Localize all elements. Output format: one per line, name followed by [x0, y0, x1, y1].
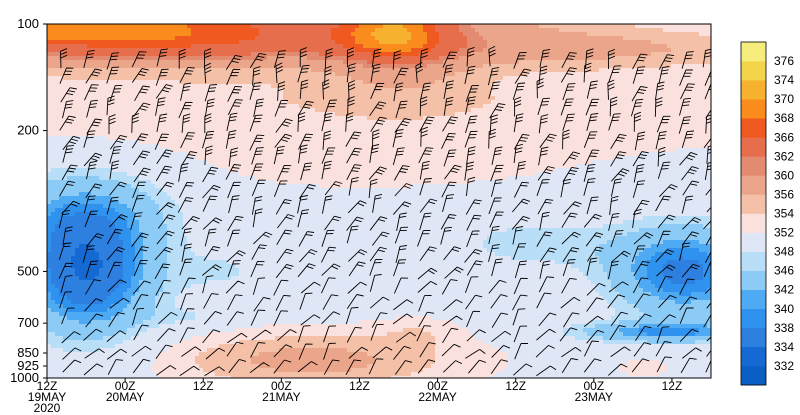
colorbar-swatch: [741, 232, 766, 252]
colorbar-label: 370: [774, 92, 794, 106]
wind-barbs: [58, 45, 711, 377]
x-tick-label: 00Z: [115, 379, 136, 393]
colorbar-label: 376: [774, 54, 794, 68]
colorbar-label: 340: [774, 302, 794, 316]
colorbar-swatch: [741, 194, 766, 214]
colorbar-swatch: [741, 213, 766, 233]
y-tick-label: 925: [17, 358, 39, 373]
x-tick-label: 12Z: [349, 379, 370, 393]
colorbar-swatch: [741, 346, 766, 367]
colorbar-swatch: [741, 365, 766, 386]
colorbar-label: 348: [774, 245, 794, 259]
colorbar-swatch: [741, 308, 766, 329]
colorbar-swatch: [741, 289, 766, 310]
colorbar-swatch: [741, 61, 766, 81]
y-tick-label: 100: [17, 16, 39, 31]
x-tick-label: 2020: [34, 401, 61, 415]
colorbar-swatch: [741, 327, 766, 348]
colorbar-swatch: [741, 251, 766, 271]
colorbar-swatch: [741, 99, 766, 119]
colorbar-label: 374: [774, 73, 794, 87]
colorbar: 332 334 338 340 342 346 348 352 354 356 360 362 366 3…: [740, 41, 794, 386]
colorbar-swatch: [741, 80, 766, 100]
y-tick-label: 200: [17, 123, 39, 138]
colorbar-label: 346: [774, 264, 794, 278]
x-tick-label: 12Z: [193, 379, 214, 393]
x-tick-label: 23MAY: [575, 390, 613, 404]
colorbar-label: 362: [774, 149, 794, 163]
plot-frame: [46, 23, 712, 379]
colorbar-swatch: [741, 137, 766, 157]
colorbar-swatch: [741, 270, 766, 291]
x-tick-label: 12Z: [505, 379, 526, 393]
x-tick-label: 22MAY: [418, 390, 456, 404]
x-tick-label: 19MAY: [28, 390, 66, 404]
colorbar-label: 342: [774, 283, 794, 297]
colorbar-label: 332: [774, 359, 794, 373]
colorbar-label: 360: [774, 168, 794, 182]
theta-e-field: [47, 24, 711, 378]
x-tick-label: 20MAY: [106, 390, 144, 404]
y-tick-label: 850: [17, 345, 39, 360]
colorbar-swatch: [741, 42, 766, 62]
colorbar-swatch: [741, 118, 766, 138]
colorbar-label: 366: [774, 130, 794, 144]
colorbar-label: 356: [774, 187, 794, 201]
y-tick-label: 500: [17, 263, 39, 278]
colorbar-swatch: [741, 156, 766, 176]
y-tick-label: 700: [17, 315, 39, 330]
colorbar-label: 368: [774, 111, 794, 125]
y-tick-label: 1000: [10, 370, 39, 385]
x-tick-label: 12Z: [37, 379, 58, 393]
x-tick-label: 00Z: [427, 379, 448, 393]
x-tick-label: 00Z: [271, 379, 292, 393]
colorbar-label: 338: [774, 321, 794, 335]
colorbar-label: 354: [774, 207, 794, 221]
x-tick-label: 00Z: [583, 379, 604, 393]
x-tick-label: 12Z: [662, 379, 683, 393]
colorbar-label: 352: [774, 226, 794, 240]
colorbar-swatch: [741, 175, 766, 195]
x-tick-label: 21MAY: [262, 390, 300, 404]
colorbar-label: 334: [774, 340, 794, 354]
